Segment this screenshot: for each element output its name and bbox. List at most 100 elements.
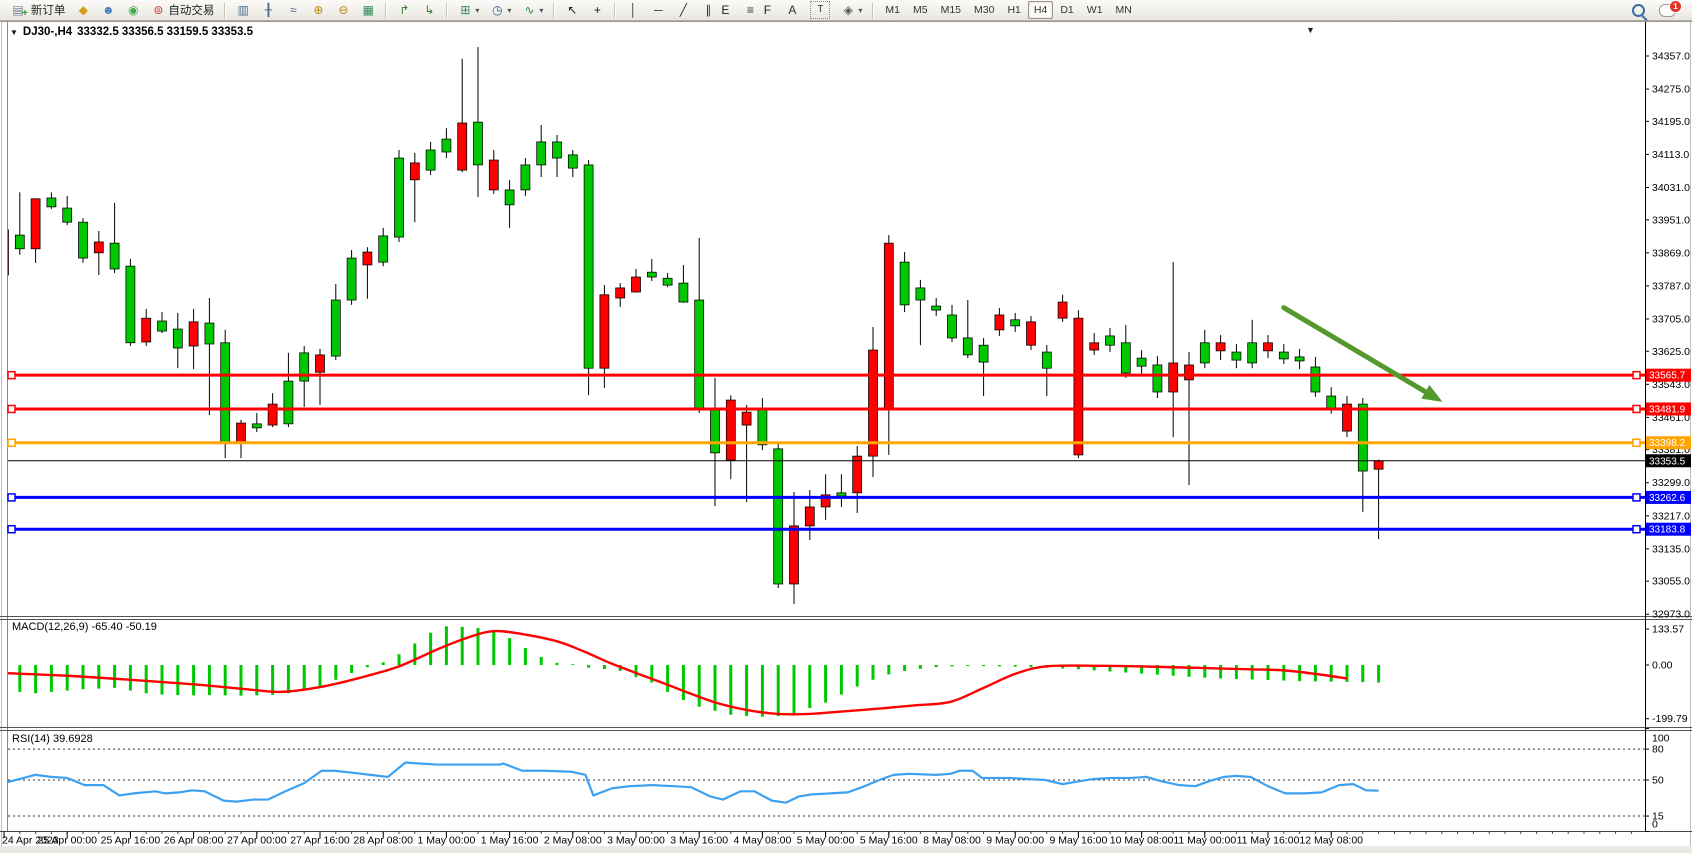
timeframe-m5[interactable]: M5 xyxy=(913,4,928,16)
horizontal-line-button[interactable]: ─ xyxy=(646,0,670,20)
price-chip-label: 33565.7 xyxy=(1649,371,1686,382)
timeframe-h4[interactable]: H4 xyxy=(1027,1,1054,19)
candle-body xyxy=(267,403,278,426)
candle-body xyxy=(46,197,57,208)
candle-body xyxy=(915,287,926,301)
axis-price-chips[interactable]: 33565.7 33481.9 33398.2 33353.5 33262.6 33183… xyxy=(1646,368,1691,536)
chart-shift-marker[interactable]: ▼ xyxy=(1306,25,1315,35)
timeframe-mn[interactable]: MN xyxy=(1115,4,1132,16)
line-chart-button[interactable]: ≈ xyxy=(281,0,305,20)
timeframe-m30[interactable]: M30 xyxy=(974,4,995,16)
macd-axis[interactable]: 133.57 0.00 -199.79 xyxy=(1645,624,1688,726)
rsi-tick-label: 100 xyxy=(1652,733,1670,745)
trend-arrow-line[interactable] xyxy=(1281,305,1437,400)
profile-button[interactable]: ☻ xyxy=(96,0,120,20)
timeframe-d1[interactable]: D1 xyxy=(1060,4,1074,16)
time-tick-label: 1 May 16:00 xyxy=(481,835,539,847)
notifications-icon[interactable]: 1 xyxy=(1659,0,1682,17)
cursor-button[interactable]: ↖ xyxy=(560,0,584,20)
timeframe-m15[interactable]: M15 xyxy=(940,4,962,16)
timeframe-m1[interactable]: M1 xyxy=(885,4,900,16)
indicators-button[interactable]: ∿ ▾ xyxy=(517,0,548,20)
timeframe-w1[interactable]: W1 xyxy=(1086,4,1103,16)
candle-body xyxy=(1010,319,1021,327)
line-anchor-marker[interactable] xyxy=(1632,524,1641,534)
line-anchor-marker[interactable] xyxy=(7,438,16,447)
price-tick-label: 34275.0 xyxy=(1652,84,1690,96)
vertical-line-button[interactable]: │ xyxy=(621,0,645,20)
candle-body xyxy=(1152,364,1163,393)
line-anchor-marker[interactable] xyxy=(7,370,16,380)
price-tick-label: 34113.0 xyxy=(1652,149,1689,161)
periods-clock-button[interactable]: ◷ ▾ xyxy=(485,0,516,20)
fibonacci-button[interactable]: ≡ F xyxy=(738,0,779,20)
candle-body xyxy=(1326,395,1337,410)
new-order-button[interactable]: ▤ + 新订单 xyxy=(12,3,66,19)
arrow-annotation[interactable] xyxy=(1281,305,1443,402)
arrows-button[interactable]: ◈ ▾ xyxy=(836,0,867,20)
line-anchor-marker[interactable] xyxy=(7,524,16,534)
line-anchor-marker[interactable] xyxy=(7,404,16,414)
candle-body xyxy=(141,317,152,343)
vertical-line-icon: │ xyxy=(629,3,638,17)
line-anchor-marker[interactable] xyxy=(1632,370,1641,380)
text-label-button[interactable]: T xyxy=(805,0,835,20)
price-chip[interactable] xyxy=(1646,522,1691,536)
new-order-label: 新订单 xyxy=(30,5,66,17)
bar-chart-button[interactable]: ▥ xyxy=(231,0,255,20)
deposit-box-icon: ◆ xyxy=(78,3,88,17)
signal-button[interactable]: ◉ xyxy=(121,0,145,20)
candle-body xyxy=(283,380,294,425)
candle-body xyxy=(1263,342,1273,352)
macd-signal-line xyxy=(8,629,1348,716)
periods-clock-icon: ◷ xyxy=(492,3,503,17)
zoom-in-button[interactable]: ⊕ xyxy=(306,0,330,20)
channel-button[interactable]: ∥ E xyxy=(696,0,737,20)
line-anchor-marker[interactable] xyxy=(1632,493,1641,502)
auto-scroll-button[interactable]: ↱ xyxy=(392,0,416,20)
line-anchor-marker[interactable] xyxy=(7,493,16,502)
horizontal-lines[interactable] xyxy=(7,370,1645,534)
autotrade-button[interactable]: ⊚ 自动交易 xyxy=(146,0,219,20)
symbol-dropdown-icon[interactable]: ▼ xyxy=(10,27,18,37)
line-anchor-marker[interactable] xyxy=(1632,404,1641,414)
candle-body xyxy=(8,229,9,276)
chart-shift-button[interactable]: ↳ xyxy=(417,0,441,20)
text-icon: A xyxy=(788,3,797,17)
candle-body xyxy=(1168,362,1179,393)
candle-body xyxy=(757,407,768,446)
trendline-button[interactable]: ╱ xyxy=(671,0,695,20)
crosshair-button[interactable]: + xyxy=(585,0,609,20)
tile-windows-button[interactable]: ▦ xyxy=(356,0,380,20)
candle-body xyxy=(741,411,752,426)
rsi-panel xyxy=(8,748,1645,817)
macd-panel xyxy=(8,626,1381,717)
price-tick-label: 33951.0 xyxy=(1652,214,1690,226)
ohlc-values: 33332.5 33356.5 33159.5 33353.5 xyxy=(77,26,254,38)
price-chip[interactable] xyxy=(1646,436,1691,450)
price-chip[interactable] xyxy=(1646,454,1691,468)
timeframe-h1[interactable]: H1 xyxy=(1007,4,1021,16)
price-axis[interactable]: 34357.0 34275.0 34195.0 34113.0 34031.0 33951… xyxy=(1645,51,1690,621)
price-tick-label: 34031.0 xyxy=(1652,182,1690,194)
new-chart-button[interactable]: ⊞ ▾ xyxy=(453,0,484,20)
channel-icon: ∥ xyxy=(705,3,712,17)
candlestick-chart-button[interactable]: ╂ xyxy=(256,0,280,20)
price-chip[interactable] xyxy=(1646,402,1691,416)
candle-body xyxy=(1026,321,1036,346)
candle-body xyxy=(1310,366,1321,393)
text-button[interactable]: A xyxy=(780,0,804,20)
candle-body xyxy=(204,322,215,345)
deposit-box-button[interactable]: ◆ xyxy=(71,0,95,20)
price-chip-label: 33481.9 xyxy=(1649,404,1686,415)
price-chip[interactable] xyxy=(1646,368,1691,382)
line-anchor-marker[interactable] xyxy=(1632,438,1641,447)
candle-body xyxy=(789,525,799,585)
zoom-out-button[interactable]: ⊖ xyxy=(331,0,355,20)
time-tick-label: 1 May 00:00 xyxy=(418,835,476,847)
candle-body xyxy=(615,287,626,299)
price-chip[interactable] xyxy=(1646,490,1691,504)
search-icon[interactable] xyxy=(1632,3,1645,17)
